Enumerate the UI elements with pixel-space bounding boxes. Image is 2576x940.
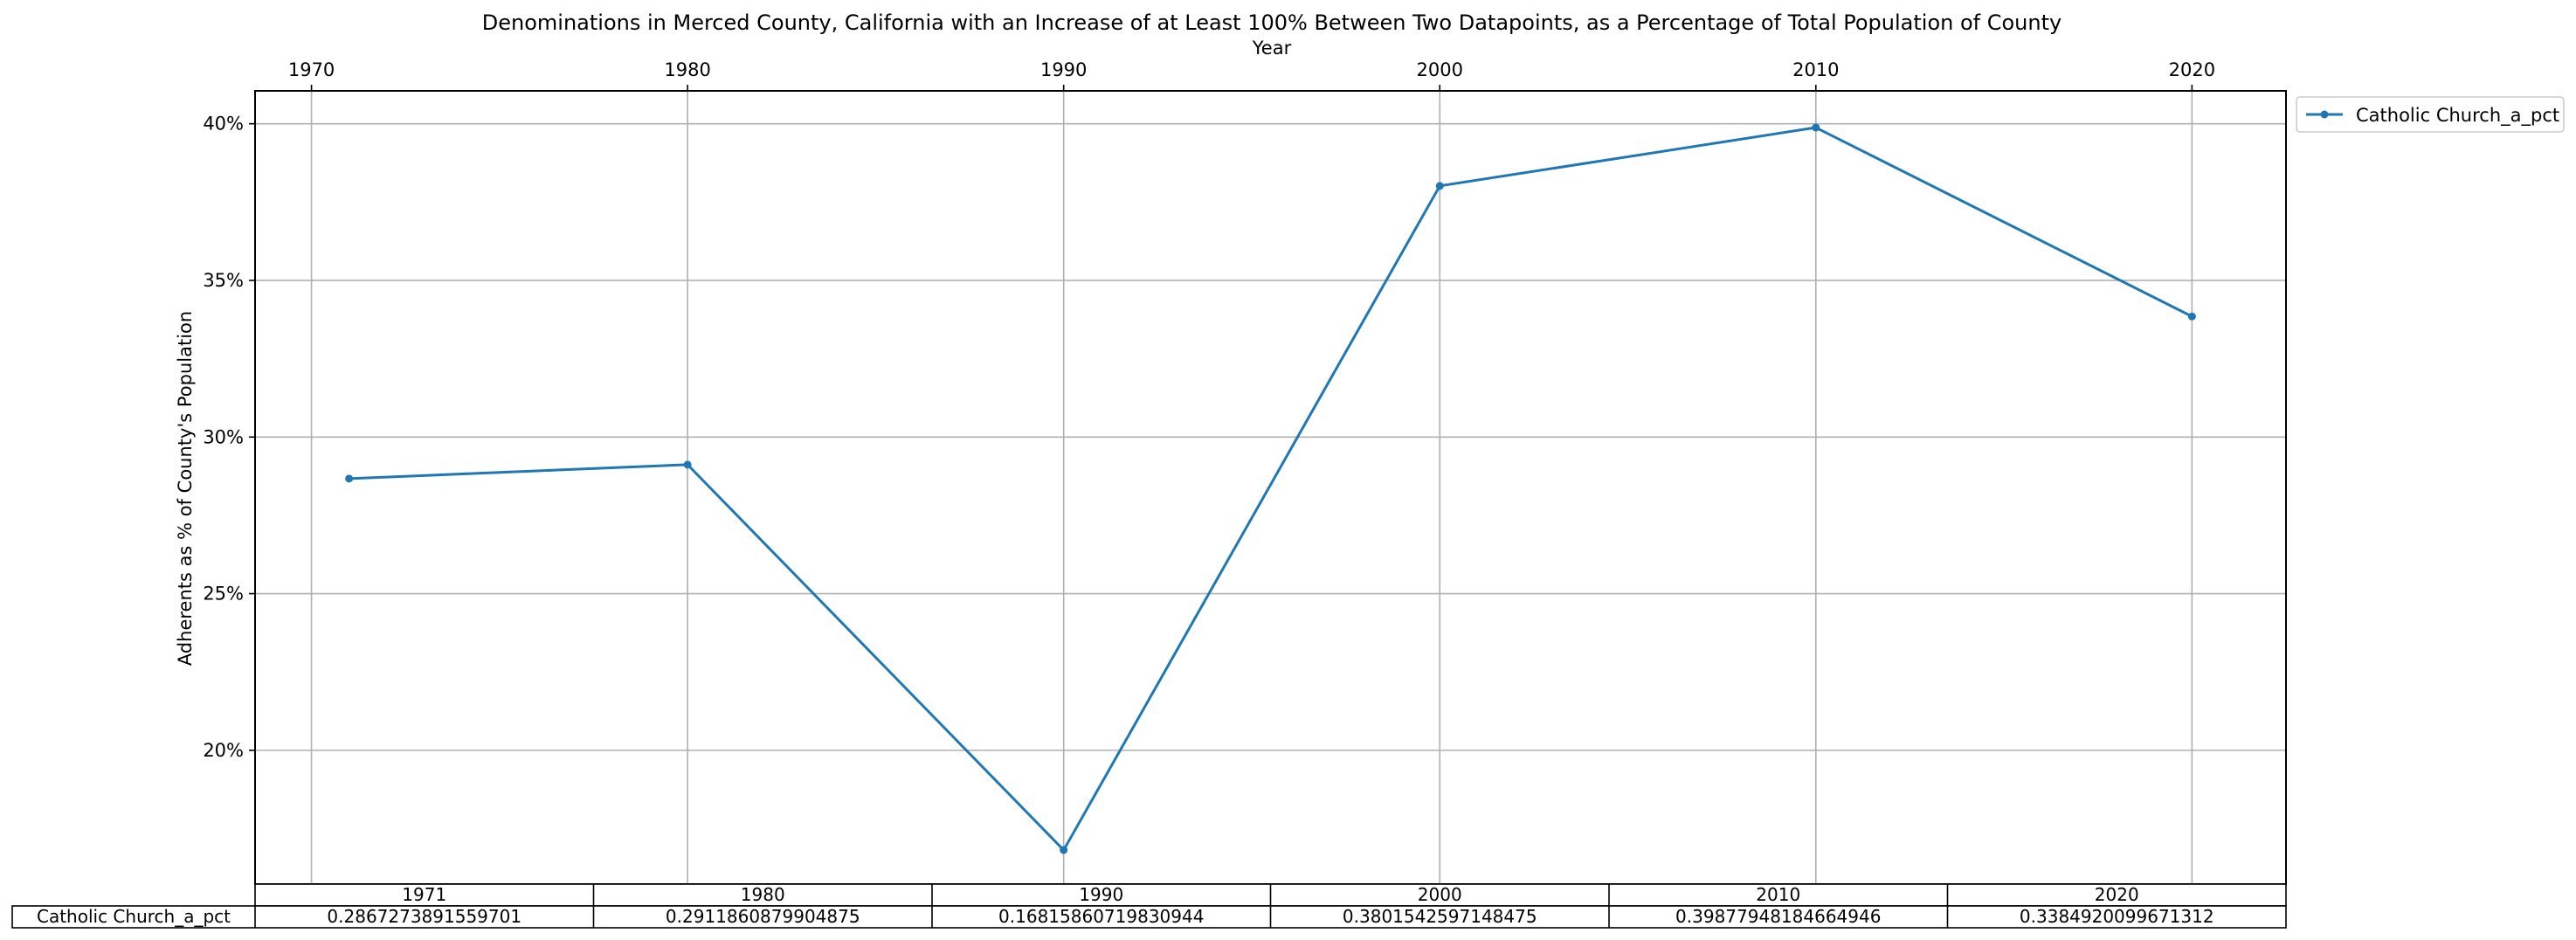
data-point bbox=[1435, 182, 1444, 190]
legend-entry-label: Catholic Church_a_pct bbox=[2356, 105, 2559, 127]
table-column-header: 1980 bbox=[741, 884, 785, 905]
y-tick-label: 30% bbox=[203, 426, 244, 447]
x-tick-label: 2020 bbox=[2169, 59, 2215, 80]
data-point bbox=[1060, 846, 1068, 854]
y-tick-label: 35% bbox=[203, 270, 244, 291]
table-column-header: 2000 bbox=[1418, 884, 1462, 905]
legend: Catholic Church_a_pct bbox=[2296, 96, 2565, 133]
table-row-label: Catholic Church_a_pct bbox=[37, 906, 231, 927]
table-cell: 0.3384920099671312 bbox=[2020, 906, 2214, 927]
x-tick-label: 2010 bbox=[1792, 59, 1839, 80]
x-tick-label: 1990 bbox=[1040, 59, 1087, 80]
data-point bbox=[1812, 123, 1820, 132]
legend-box bbox=[2296, 96, 2565, 133]
table-column-header: 2010 bbox=[1756, 884, 1800, 905]
table-cell: 0.2911860879904875 bbox=[666, 906, 860, 927]
data-point bbox=[683, 460, 692, 469]
data-point bbox=[2187, 312, 2196, 321]
table-cell: 0.3801542597148475 bbox=[1343, 906, 1537, 927]
grid-lines bbox=[255, 91, 2286, 884]
x-axis-label: Year bbox=[1252, 38, 1292, 59]
y-axis-label: Adherents as % of County's Population bbox=[175, 311, 196, 666]
x-tick-label: 1970 bbox=[288, 59, 335, 80]
y-tick-label: 25% bbox=[203, 584, 244, 605]
table-column-header: 1990 bbox=[1079, 884, 1123, 905]
y-tick-label: 40% bbox=[203, 114, 244, 135]
y-tick-label: 20% bbox=[203, 740, 244, 761]
series-line bbox=[349, 126, 2193, 852]
table-cell: 0.2867273891559701 bbox=[327, 906, 521, 927]
series-layer bbox=[345, 123, 2196, 854]
x-tick-label: 1980 bbox=[664, 59, 710, 80]
axis-ticks: 1970 1980 1990 2000 2010 2020 20% 25% 30% 35% 40% bbox=[203, 59, 2215, 761]
legend-marker-swatch bbox=[2320, 110, 2329, 119]
data-point bbox=[345, 474, 354, 483]
table-cell: 0.39877948184664946 bbox=[1675, 906, 1881, 927]
x-tick-label: 2000 bbox=[1417, 59, 1463, 80]
table-data-row bbox=[11, 905, 2287, 929]
table-column-header: 2020 bbox=[2095, 884, 2139, 905]
data-table: Catholic Church_a_pct 19710.2867273891559… bbox=[11, 883, 2287, 929]
chart-title: Denominations in Merced County, Californ… bbox=[482, 10, 2061, 35]
table-cell: 0.16815860719830944 bbox=[998, 906, 1204, 927]
table-column-header: 1971 bbox=[402, 884, 446, 905]
